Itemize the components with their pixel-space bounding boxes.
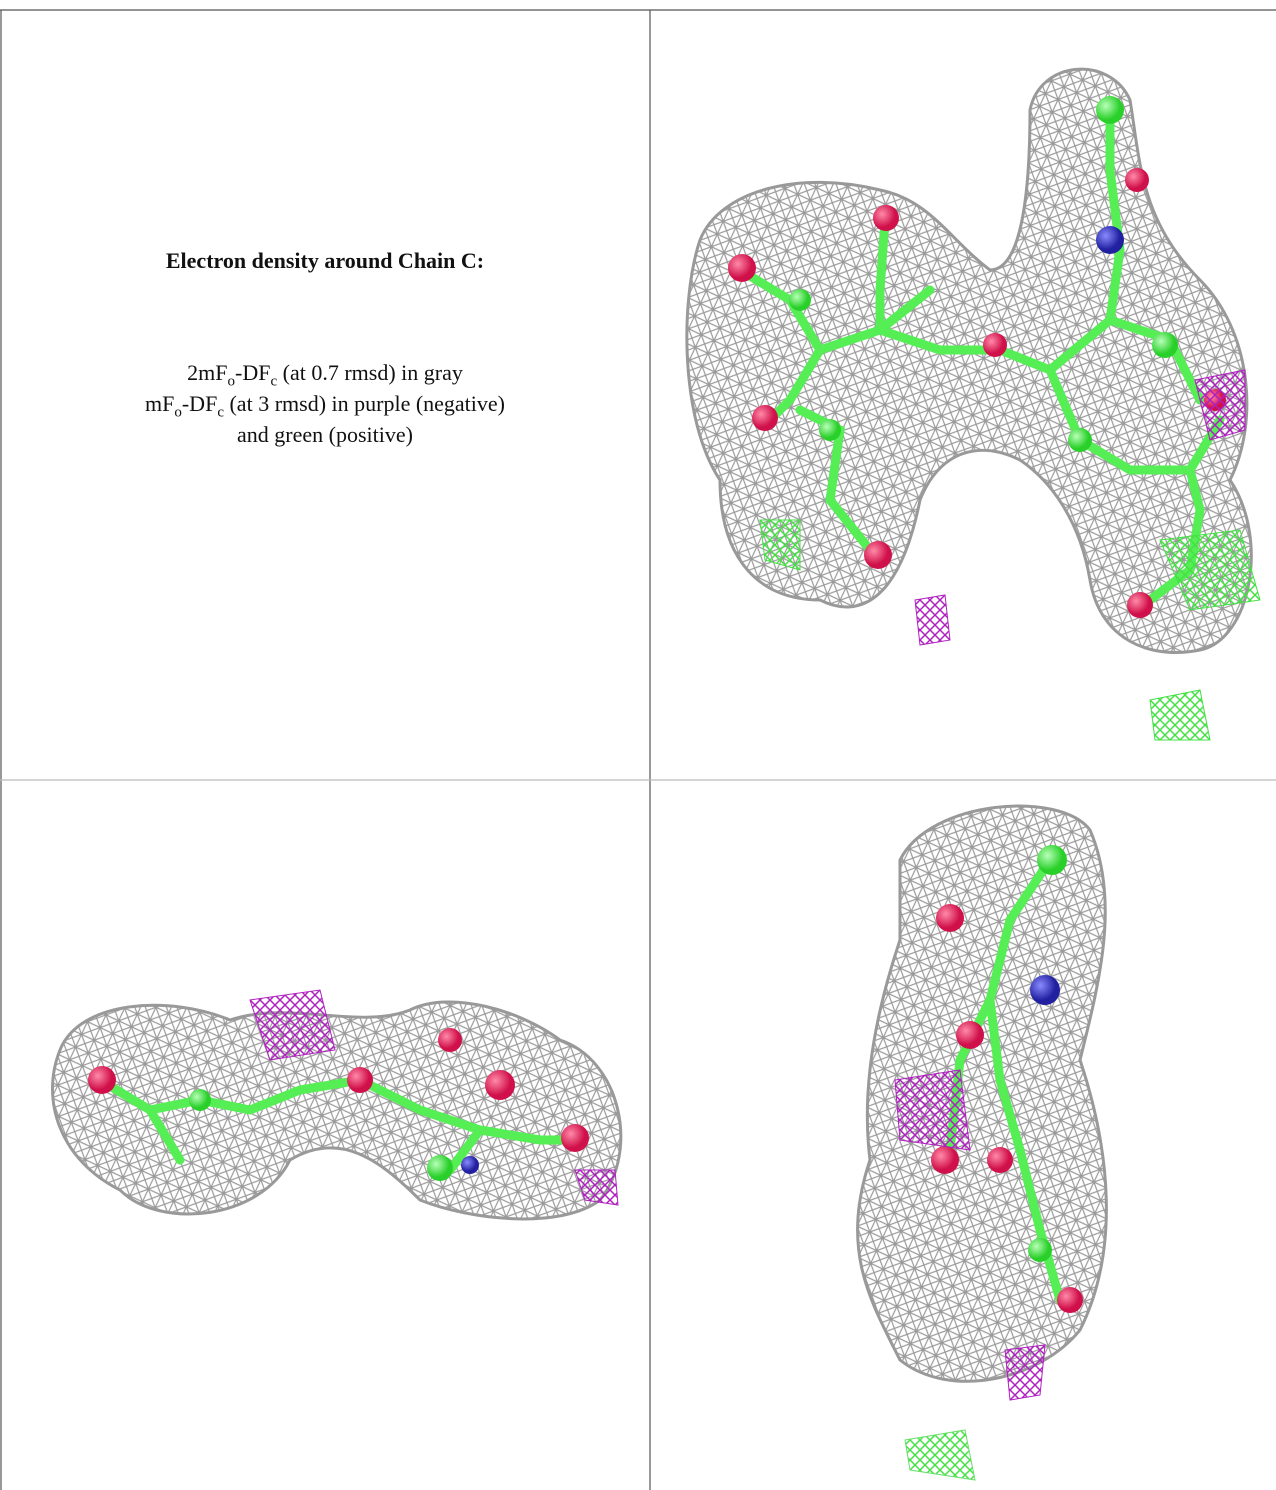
figure-table	[0, 0, 1276, 1490]
caption-text: (at 0.7 rmsd) in gray	[277, 360, 463, 385]
caption-line: mFo-DFc (at 3 rmsd) in purple (negative)	[0, 391, 650, 421]
caption-text: 2mF	[187, 360, 227, 385]
subscript: o	[228, 373, 236, 389]
subscript: o	[174, 404, 182, 420]
caption-text: -DF	[182, 391, 217, 416]
density-view-top	[687, 69, 1260, 740]
page: Electron density around Chain C: 2mFo-DF…	[0, 0, 1276, 1490]
density-view-right	[858, 806, 1107, 1480]
caption-text: mF	[145, 391, 174, 416]
caption-text: and green (positive)	[237, 422, 413, 447]
caption-text: -DF	[235, 360, 270, 385]
subscript: c	[217, 404, 224, 420]
caption-title: Electron density around Chain C:	[0, 248, 650, 274]
caption-line: 2mFo-DFc (at 0.7 rmsd) in gray	[0, 360, 650, 390]
caption-text: (at 3 rmsd) in purple (negative)	[224, 391, 505, 416]
density-view-left	[53, 990, 621, 1219]
caption-line: and green (positive)	[0, 422, 650, 448]
